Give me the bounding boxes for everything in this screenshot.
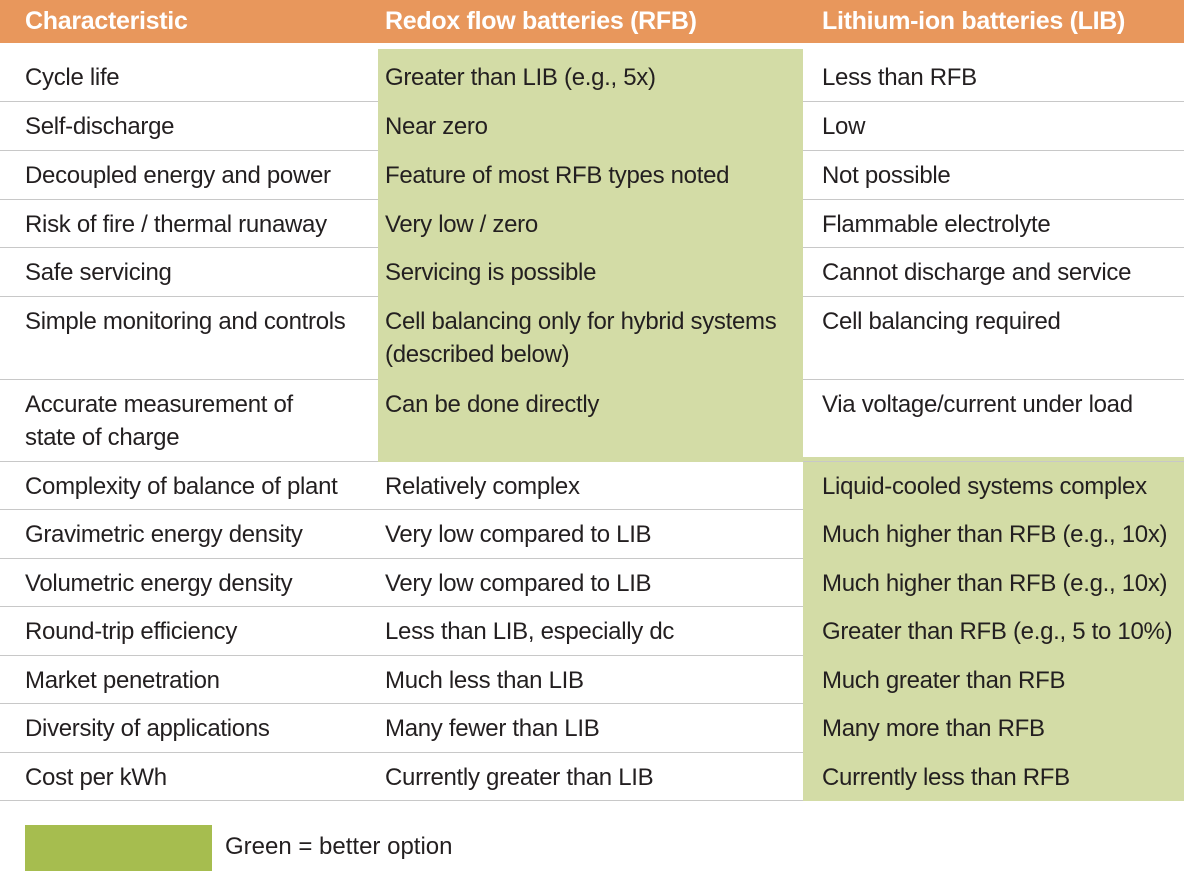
- row-separator: [0, 247, 378, 248]
- cell-characteristic: Safe servicing: [25, 259, 172, 286]
- cell-lib: Much higher than RFB (e.g., 10x): [822, 521, 1168, 548]
- row-separator: [378, 752, 803, 753]
- cell-lib: Flammable electrolyte: [822, 211, 1051, 238]
- cell-characteristic: Risk of fire / thermal runaway: [25, 211, 327, 238]
- table-row: Cost per kWh Currently greater than LIB Cu…: [0, 753, 1184, 801]
- header-rfb: Redox flow batteries (RFB): [385, 7, 697, 35]
- table-row: Self-discharge Near zero Low: [0, 102, 1184, 151]
- row-separator: [0, 296, 378, 297]
- cell-rfb: Currently greater than LIB: [385, 764, 654, 791]
- row-separator: [378, 703, 803, 704]
- table-row: Volumetric energy density Very low compar…: [0, 559, 1184, 607]
- row-separator: [378, 800, 803, 801]
- row-separator: [0, 752, 378, 753]
- table-header: Characteristic Redox flow batteries (RFB…: [0, 0, 1184, 43]
- cell-lib: Currently less than RFB: [822, 764, 1070, 791]
- cell-characteristic: Diversity of applications: [25, 715, 270, 742]
- row-separator: [378, 509, 803, 510]
- cell-rfb: Can be done directly: [385, 391, 600, 418]
- row-separator: [0, 379, 378, 380]
- table-row: Market penetration Much less than LIB Much…: [0, 656, 1184, 704]
- cell-rfb: Feature of most RFB types noted: [385, 162, 730, 189]
- cell-rfb: Many fewer than LIB: [385, 715, 600, 742]
- table-row: Round-trip efficiency Less than LIB, espe…: [0, 607, 1184, 656]
- cell-lib: Cell balancing required: [822, 308, 1061, 335]
- lib-better-highlight: [803, 457, 1184, 801]
- cell-characteristic: Round-trip efficiency: [25, 618, 238, 645]
- legend-label: Green = better option: [225, 833, 453, 860]
- row-separator: [0, 509, 378, 510]
- row-separator: [803, 150, 1184, 151]
- cell-characteristic: Market penetration: [25, 667, 220, 694]
- table-row: Simple monitoring and controls Cell balan…: [0, 297, 1184, 380]
- row-separator: [803, 247, 1184, 248]
- cell-rfb: Very low / zero: [385, 211, 538, 238]
- row-separator: [0, 800, 378, 801]
- table-row: Diversity of applications Many fewer than…: [0, 704, 1184, 753]
- cell-lib: Cannot discharge and service: [822, 259, 1132, 286]
- cell-lib: Liquid-cooled systems complex: [822, 473, 1147, 500]
- table-row: Accurate measurement of state of charge Ca…: [0, 380, 1184, 462]
- cell-rfb: Less than LIB, especially dc: [385, 618, 675, 645]
- row-separator: [0, 101, 378, 102]
- cell-characteristic: Cycle life: [25, 64, 120, 91]
- row-separator: [803, 101, 1184, 102]
- cell-rfb: Very low compared to LIB: [385, 570, 652, 597]
- cell-lib: Much greater than RFB: [822, 667, 1066, 694]
- row-separator: [0, 655, 378, 656]
- cell-characteristic: Accurate measurement of state of charge: [25, 391, 293, 451]
- table-row: Complexity of balance of plant Relatively…: [0, 462, 1184, 510]
- cell-rfb: Servicing is possible: [385, 259, 597, 286]
- cell-lib: Less than RFB: [822, 64, 977, 91]
- cell-characteristic: Self-discharge: [25, 113, 175, 140]
- table-row: Risk of fire / thermal runaway Very low /…: [0, 200, 1184, 248]
- row-separator: [0, 150, 378, 151]
- row-separator: [0, 703, 378, 704]
- cell-lib: Many more than RFB: [822, 715, 1045, 742]
- row-separator: [0, 606, 378, 607]
- row-separator: [378, 558, 803, 559]
- cell-characteristic: Complexity of balance of plant: [25, 473, 338, 500]
- table-row: Gravimetric energy density Very low compa…: [0, 510, 1184, 559]
- legend-swatch: [25, 825, 212, 871]
- cell-rfb: Cell balancing only for hybrid systems (d…: [385, 308, 777, 368]
- cell-lib: Via voltage/current under load: [822, 391, 1133, 418]
- row-separator: [0, 461, 378, 462]
- row-separator: [803, 379, 1184, 380]
- cell-characteristic: Gravimetric energy density: [25, 521, 303, 548]
- cell-characteristic: Decoupled energy and power: [25, 162, 331, 189]
- row-separator: [803, 296, 1184, 297]
- cell-rfb: Relatively complex: [385, 473, 580, 500]
- cell-rfb: Greater than LIB (e.g., 5x): [385, 64, 656, 91]
- table-row: Safe servicing Servicing is possible Canno…: [0, 248, 1184, 297]
- row-separator: [0, 558, 378, 559]
- cell-rfb: Very low compared to LIB: [385, 521, 652, 548]
- cell-characteristic: Cost per kWh: [25, 764, 167, 791]
- row-separator: [378, 655, 803, 656]
- row-separator: [378, 606, 803, 607]
- row-separator: [803, 461, 1184, 462]
- cell-lib: Greater than RFB (e.g., 5 to 10%): [822, 618, 1173, 645]
- cell-lib: Much higher than RFB (e.g., 10x): [822, 570, 1168, 597]
- row-separator: [0, 199, 378, 200]
- header-lib: Lithium-ion batteries (LIB): [822, 7, 1125, 35]
- cell-lib: Not possible: [822, 162, 951, 189]
- rfb-better-highlight: [378, 49, 803, 462]
- table-row: Decoupled energy and power Feature of mos…: [0, 151, 1184, 200]
- cell-characteristic: Simple monitoring and controls: [25, 308, 346, 335]
- row-separator: [803, 199, 1184, 200]
- header-characteristic: Characteristic: [25, 7, 188, 35]
- table-row: Cycle life Greater than LIB (e.g., 5x) Les…: [0, 49, 1184, 102]
- cell-characteristic: Volumetric energy density: [25, 570, 293, 597]
- cell-rfb: Much less than LIB: [385, 667, 584, 694]
- cell-lib: Low: [822, 113, 866, 140]
- cell-rfb: Near zero: [385, 113, 488, 140]
